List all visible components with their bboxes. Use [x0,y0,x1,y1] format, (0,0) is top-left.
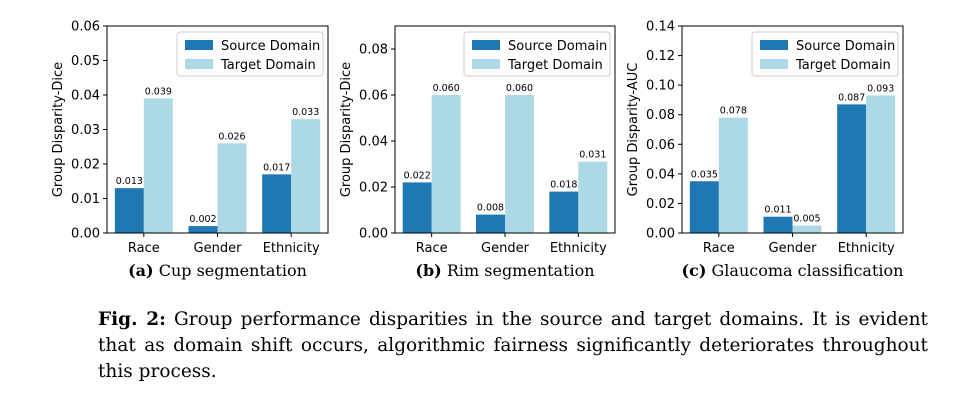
bar-source-ethnicity [837,104,867,233]
legend-swatch-target [760,59,788,69]
legend-label-target: Target Domain [220,58,316,73]
y-axis-label: Group Disparity-AUC [626,63,641,197]
data-label: 0.060 [506,83,533,94]
bar-target-race [431,95,461,233]
data-label: 0.005 [793,214,820,225]
bar-source-gender [476,214,505,233]
bar-source-race [402,182,432,233]
y-tick-label: 0.01 [71,192,100,207]
subcaption-label: (c) [682,261,707,280]
x-tick-label: Gender [481,241,530,256]
subcaption-text: Glaucoma classification [706,261,903,280]
data-label: 0.017 [263,162,290,173]
data-label: 0.002 [189,214,216,225]
x-tick-label: Race [703,241,735,256]
y-tick-label: 0.00 [359,227,388,242]
y-tick-label: 0.12 [646,49,675,64]
y-tick-label: 0.00 [71,227,100,242]
y-tick-label: 0.14 [646,20,675,35]
y-tick-label: 0.05 [71,54,100,69]
data-label: 0.011 [764,205,791,216]
chart-panel-3: 0.035 0.011 0.087 0.078 0.005 0.093 0.00 0.02 0.… [626,20,904,280]
y-tick-label: 0.10 [646,79,675,94]
y-tick-label: 0.04 [71,89,100,104]
y-tick-label: 0.06 [646,138,675,153]
subcaption-text: Cup segmentation [154,261,307,280]
legend-swatch-source [760,40,788,50]
subcaption: (b) Rim segmentation [415,261,594,280]
data-label: 0.008 [477,203,504,214]
subcaption: (a) Cup segmentation [128,261,307,280]
bar-source-ethnicity [262,174,292,233]
data-label: 0.026 [218,131,245,142]
bar-target-race [143,98,173,233]
data-label: 0.039 [145,86,172,97]
figure-caption: Fig. 2: Group performance disparities in… [98,307,928,385]
subcaption-text: Rim segmentation [442,261,595,280]
y-tick-label: 0.08 [359,43,388,58]
bar-source-gender [763,216,793,233]
bar-target-ethnicity [578,161,608,233]
data-label: 0.018 [550,180,577,191]
legend-label-target: Target Domain [795,58,891,73]
y-tick-label: 0.03 [71,123,100,138]
x-tick-label: Ethnicity [838,241,895,256]
y-tick-label: 0.00 [646,227,675,242]
y-tick-label: 0.06 [71,20,100,35]
chart-panel-2: 0.022 0.008 0.018 0.060 0.060 0.031 0.00 0.02 0.… [339,25,616,280]
data-label: 0.033 [292,107,319,118]
legend-swatch-target [185,59,213,69]
data-label: 0.087 [838,92,865,103]
x-tick-label: Ethnicity [263,241,320,256]
legend-label-source: Source Domain [796,39,895,54]
caption-label: Fig. 2: [98,309,166,330]
x-tick-label: Race [416,241,448,256]
y-axis-label: Group Disparity-Dice [51,62,66,197]
bar-target-gender [505,95,534,233]
y-tick-label: 0.06 [359,89,388,104]
data-label: 0.060 [433,83,460,94]
legend-swatch-source [185,40,213,50]
data-label: 0.013 [116,176,143,187]
legend-label-source: Source Domain [508,39,607,54]
bar-target-ethnicity [866,95,896,233]
legend-swatch-source [472,40,500,50]
y-tick-label: 0.02 [71,158,100,173]
data-label: 0.078 [720,106,747,117]
y-tick-label: 0.02 [646,197,675,212]
legend-box [751,31,899,77]
data-label: 0.093 [867,83,894,94]
figure-charts: 0.013 0.002 0.017 0.039 0.026 0.033 0.00 0.01 0.… [51,20,904,280]
data-label: 0.022 [404,170,431,181]
bar-source-gender [188,226,218,233]
subcaption: (c) Glaucoma classification [682,261,904,280]
bar-target-gender [217,143,247,233]
bar-source-race [689,181,719,233]
x-tick-label: Gender [194,241,243,256]
legend-label-source: Source Domain [221,39,320,54]
bar-target-race [718,117,748,233]
x-tick-label: Ethnicity [550,241,607,256]
data-label: 0.035 [691,169,718,180]
y-tick-label: 0.04 [359,135,388,150]
legend-box [463,31,611,77]
chart-panel-1: 0.013 0.002 0.017 0.039 0.026 0.033 0.00 0.01 0.… [51,20,329,280]
y-tick-label: 0.04 [646,167,675,182]
legend-label-target: Target Domain [507,58,603,73]
legend-swatch-target [472,59,500,69]
data-label: 0.031 [579,150,606,161]
subcaption-label: (a) [128,261,154,280]
x-tick-label: Gender [769,241,818,256]
y-axis-label: Group Disparity-Dice [339,62,354,197]
bar-target-gender [792,225,822,233]
y-tick-label: 0.08 [646,108,675,123]
bar-target-ethnicity [291,119,321,233]
y-tick-label: 0.02 [359,181,388,196]
x-tick-label: Race [128,241,160,256]
legend-box [176,31,324,77]
caption-text: Group performance disparities in the sou… [98,309,928,382]
subcaption-label: (b) [415,261,441,280]
bar-source-ethnicity [549,191,579,233]
bar-source-race [114,188,144,233]
